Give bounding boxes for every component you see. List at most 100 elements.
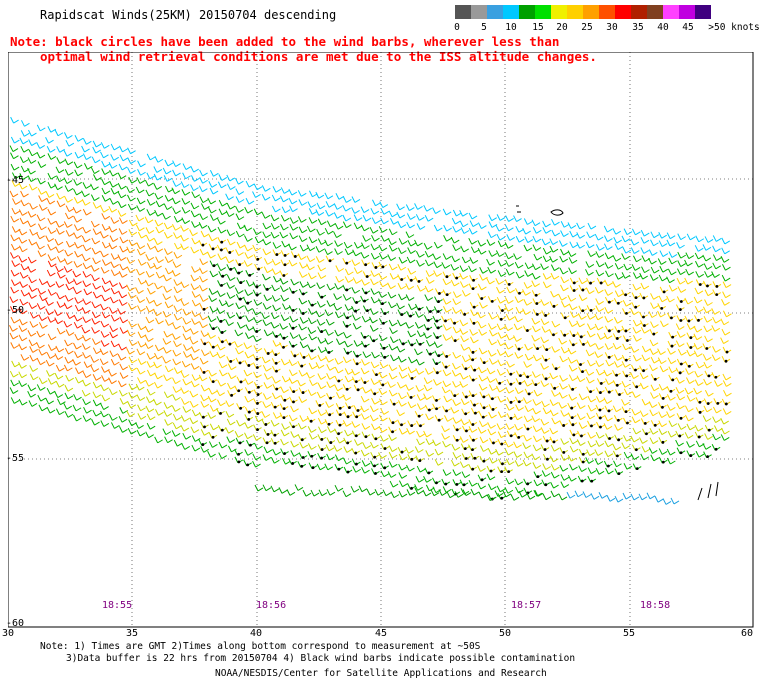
contamination-dot (345, 324, 349, 328)
contamination-dot (509, 382, 513, 386)
wind-barb (190, 175, 200, 182)
wind-barb (191, 291, 201, 298)
wind-barb (225, 256, 235, 264)
wind-barb (586, 412, 596, 420)
wind-barb (441, 386, 451, 394)
wind-barb (560, 284, 569, 292)
wind-barb (550, 471, 560, 479)
wind-barb (327, 426, 336, 433)
wind-barb (280, 429, 290, 437)
wind-barb (137, 340, 147, 348)
wind-barb (542, 273, 552, 280)
contamination-dot (337, 432, 341, 436)
wind-barb (541, 326, 551, 333)
wind-barb (109, 235, 119, 243)
wind-barb (144, 279, 154, 287)
wind-barb (299, 441, 309, 449)
wind-barb (207, 315, 217, 323)
wind-barb (576, 375, 586, 383)
contamination-dot (345, 288, 349, 292)
wind-barb (64, 185, 74, 192)
wind-barb (307, 389, 317, 397)
contamination-dot (445, 293, 449, 296)
wind-barb (190, 363, 200, 370)
wind-barb (18, 343, 28, 351)
contamination-dot (418, 459, 422, 463)
wind-barb (73, 179, 82, 186)
wind-barb (423, 332, 432, 339)
contamination-dot (615, 373, 618, 377)
contamination-dot (266, 433, 270, 436)
wind-barb (316, 301, 326, 308)
wind-barb (199, 313, 208, 321)
wind-barb (479, 436, 489, 444)
contamination-dot (337, 379, 341, 383)
wind-barb (73, 188, 82, 196)
wind-barb (523, 451, 533, 459)
wind-barb (334, 311, 344, 319)
wind-barb (36, 358, 46, 366)
wind-barb (478, 366, 487, 374)
wind-barb (55, 166, 65, 174)
contamination-note: Note: black circles have been added to t… (10, 34, 597, 64)
wind-barb (101, 160, 110, 168)
wind-barb (55, 408, 65, 416)
wind-barb (126, 186, 135, 193)
contamination-dot (203, 425, 206, 429)
contamination-dot (706, 284, 709, 288)
wind-barb (450, 459, 460, 467)
contamination-dot (266, 352, 270, 355)
wind-barb (702, 415, 712, 422)
wind-barb (200, 429, 210, 436)
contamination-dot (301, 292, 305, 296)
wind-barb (424, 294, 434, 301)
wind-barb (244, 395, 254, 403)
wind-barb (82, 379, 91, 387)
contamination-dot (373, 455, 377, 459)
wind-barb (261, 312, 270, 320)
wind-barb (677, 286, 687, 293)
wind-barb (162, 167, 172, 175)
wind-barb (270, 485, 280, 493)
wind-barb (254, 484, 264, 492)
contamination-dot (292, 425, 295, 429)
wind-barb (308, 362, 318, 370)
wind-barb (333, 303, 343, 311)
wind-barb (654, 495, 664, 503)
wind-barb (146, 287, 156, 295)
lon-label: 40 (250, 628, 263, 639)
wind-barb (351, 207, 360, 214)
wind-barb (380, 208, 390, 215)
wind-barb (702, 306, 712, 314)
wind-barb (128, 239, 138, 247)
wind-barb (398, 453, 408, 461)
wind-barb (209, 270, 219, 278)
wind-barb (640, 326, 650, 334)
wind-barb (172, 386, 182, 393)
wind-barb (398, 490, 408, 498)
wind-barb (488, 358, 498, 365)
wind-barb (585, 376, 595, 384)
wind-barb (631, 408, 641, 416)
wind-barb (336, 436, 345, 444)
wind-barb (144, 325, 154, 333)
wind-barb (173, 279, 183, 286)
wind-barb (487, 231, 497, 239)
wind-barb (38, 377, 48, 385)
wind-barb (306, 263, 315, 271)
wind-barb (326, 364, 336, 371)
wind-barb (235, 230, 245, 238)
wind-barb (190, 202, 200, 210)
wind-barb (414, 348, 423, 356)
wind-barb (101, 277, 111, 285)
contamination-dot (581, 460, 585, 464)
wind-barb (378, 425, 388, 433)
wind-barb (703, 315, 713, 323)
wind-barb (604, 315, 614, 323)
wind-barb (631, 264, 641, 271)
wind-barb (261, 185, 271, 192)
wind-barb (585, 287, 595, 295)
contamination-dot (429, 310, 432, 313)
wind-barb (576, 232, 585, 239)
wind-barb (146, 361, 156, 368)
